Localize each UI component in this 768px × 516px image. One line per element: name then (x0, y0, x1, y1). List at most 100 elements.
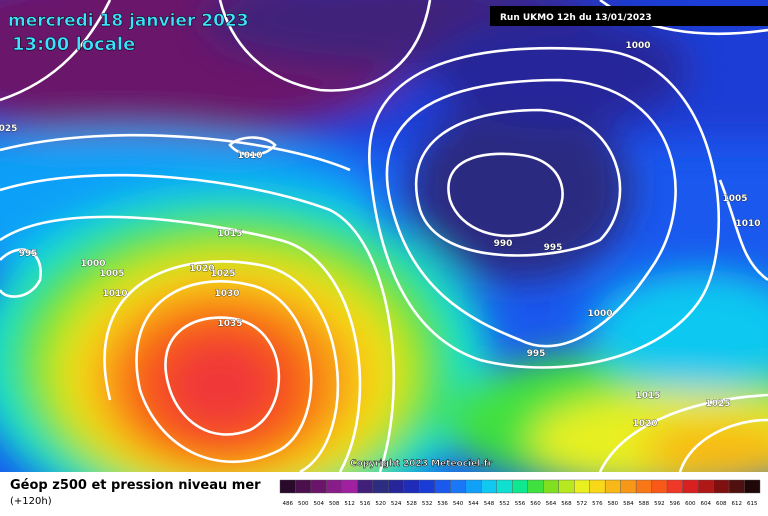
color-swatch (279, 479, 296, 494)
isobar-label: 1020 (632, 419, 657, 429)
color-swatch (450, 479, 467, 494)
isobar-label: 1025 (705, 399, 730, 409)
color-swatch (434, 479, 451, 494)
scale-label: 508 (329, 501, 340, 507)
scale-label: 556 (515, 501, 526, 507)
isobar (0, 173, 396, 472)
isobar (678, 418, 768, 472)
color-swatch (682, 479, 699, 494)
isobar (385, 78, 677, 348)
isobar-label: 1005 (722, 194, 747, 204)
legend-title: Géop z500 et pression niveau mer (10, 478, 261, 493)
color-swatch (496, 479, 513, 494)
isobar (598, 393, 768, 472)
scale-label: 615 (747, 501, 758, 507)
color-swatch (527, 479, 544, 494)
color-swatch (713, 479, 730, 494)
scale-label: 596 (670, 501, 681, 507)
isobar (103, 260, 339, 472)
isobar (228, 136, 277, 157)
color-swatch (403, 479, 420, 494)
isobar-label: 995 (527, 349, 546, 359)
isobar (414, 108, 622, 257)
color-swatch (620, 479, 637, 494)
scale-label: 612 (732, 501, 743, 507)
scale-label: 580 (608, 501, 619, 507)
color-swatch (512, 479, 528, 494)
scale-label: 584 (623, 501, 634, 507)
isobar-label: 1015 (217, 229, 242, 239)
scale-label: 560 (530, 501, 541, 507)
color-swatch (543, 479, 559, 494)
isobar (135, 280, 313, 464)
scale-label: 600 (685, 501, 696, 507)
isobar (368, 46, 721, 369)
scale-label: 604 (701, 501, 712, 507)
color-swatch (310, 479, 327, 494)
time: 13:00 locale (12, 34, 135, 55)
scale-label: 512 (344, 501, 355, 507)
color-swatch (604, 479, 621, 494)
color-swatch (573, 479, 590, 494)
scale-label: 504 (313, 501, 324, 507)
scale-label: 540 (453, 501, 464, 507)
isobar-label: 1000 (625, 41, 650, 51)
color-swatch (357, 479, 374, 494)
isobar-label: 1010 (735, 219, 760, 229)
scale-label: 572 (577, 501, 588, 507)
colorbar: 486 500 504 508 512 516 520 524 528 532 536 540 544 5… (279, 479, 761, 507)
run-box (490, 6, 768, 26)
color-swatch (666, 479, 683, 494)
color-swatch (465, 479, 482, 494)
isobar (447, 152, 564, 238)
isobar (0, 133, 351, 172)
isobar (0, 248, 42, 298)
color-swatch (326, 479, 343, 494)
color-swatch (728, 479, 745, 494)
scale-label: 520 (375, 501, 386, 507)
run: Run UKMO 12h du 13/01/2023 (500, 13, 652, 23)
color-swatch (589, 479, 606, 494)
isobar-label: 1005 (99, 269, 124, 279)
isobar-label: 990 (494, 239, 513, 249)
legend-subtitle: (+120h) (10, 496, 52, 507)
color-swatch (651, 479, 668, 494)
copyright: Copyright 2023 Meteociel.fr (350, 459, 493, 469)
color-swatch (388, 479, 405, 494)
isobar (0, 215, 362, 472)
isobar-label: 1000 (80, 259, 105, 269)
color-swatch (635, 479, 652, 494)
scale-label: 592 (654, 501, 665, 507)
color-swatch (481, 479, 497, 494)
scale-label: 552 (499, 501, 510, 507)
color-swatch (372, 479, 389, 494)
scale-label: 568 (561, 501, 572, 507)
isobar-label: 1035 (217, 319, 242, 329)
isobar (164, 316, 281, 436)
isobar (218, 0, 432, 92)
isobar (0, 0, 112, 102)
scale-label: 486 (282, 501, 293, 507)
color-swatch (744, 479, 761, 494)
isobar-label: 1030 (214, 289, 239, 299)
isobar-label: 1010 (237, 151, 262, 161)
scale-label: 548 (484, 501, 495, 507)
isobar-label: 1000 (587, 309, 612, 319)
scale-label: 500 (298, 501, 309, 507)
scale-label: 536 (437, 501, 448, 507)
color-swatch (341, 479, 358, 494)
isobar-label: 1025 (210, 269, 235, 279)
scale-label: 576 (592, 501, 603, 507)
isobar-label: 995 (544, 243, 563, 253)
isobar-label: 1010 (102, 289, 127, 299)
color-swatch (295, 479, 312, 494)
scale-label: 516 (360, 501, 371, 507)
isobar-label: 1015 (635, 391, 660, 401)
scale-label: 564 (546, 501, 557, 507)
isobar-label: 995 (19, 249, 38, 259)
isobar (718, 179, 768, 282)
